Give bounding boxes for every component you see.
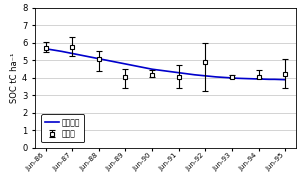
- モデル値: [97, 58, 101, 60]
- モデル値: [150, 68, 154, 70]
- モデル値: [44, 48, 47, 50]
- モデル値: [102, 59, 106, 61]
- モデル値: [267, 78, 271, 80]
- モデル値: [81, 55, 85, 57]
- モデル値: [209, 75, 212, 77]
- モデル値: [198, 74, 202, 76]
- モデル値: [113, 61, 117, 63]
- モデル値: [246, 78, 250, 80]
- モデル値: [241, 77, 244, 80]
- モデル値: [257, 78, 260, 80]
- モデル値: [161, 70, 164, 72]
- Legend: モデル値, 実測値: モデル値, 実測値: [41, 114, 84, 142]
- モデル値: [129, 64, 133, 66]
- モデル値: [60, 50, 63, 52]
- モデル値: [55, 49, 58, 52]
- モデル値: [182, 72, 186, 74]
- Line: モデル値: モデル値: [46, 49, 285, 80]
- モデル値: [92, 57, 95, 59]
- モデル値: [118, 62, 122, 64]
- モデル値: [284, 79, 287, 81]
- モデル値: [251, 78, 255, 80]
- モデル値: [86, 56, 90, 58]
- モデル値: [203, 75, 207, 77]
- モデル値: [236, 77, 239, 79]
- モデル値: [49, 49, 53, 51]
- モデル値: [134, 65, 138, 67]
- モデル値: [273, 78, 276, 80]
- モデル値: [156, 69, 159, 71]
- モデル値: [225, 77, 228, 79]
- モデル値: [188, 73, 191, 75]
- モデル値: [220, 76, 223, 78]
- モデル値: [65, 51, 69, 54]
- モデル値: [214, 76, 218, 78]
- モデル値: [172, 71, 175, 73]
- モデル値: [278, 78, 282, 81]
- モデル値: [262, 78, 266, 80]
- モデル値: [70, 52, 74, 55]
- モデル値: [193, 74, 196, 76]
- モデル値: [177, 72, 181, 74]
- モデル値: [140, 66, 143, 68]
- モデル値: [166, 70, 170, 72]
- モデル値: [145, 67, 148, 69]
- モデル値: [230, 77, 234, 79]
- モデル値: [124, 63, 127, 65]
- モデル値: [108, 60, 111, 62]
- モデル値: [76, 54, 80, 56]
- Y-axis label: SOC tC ha⁻¹: SOC tC ha⁻¹: [10, 52, 19, 103]
